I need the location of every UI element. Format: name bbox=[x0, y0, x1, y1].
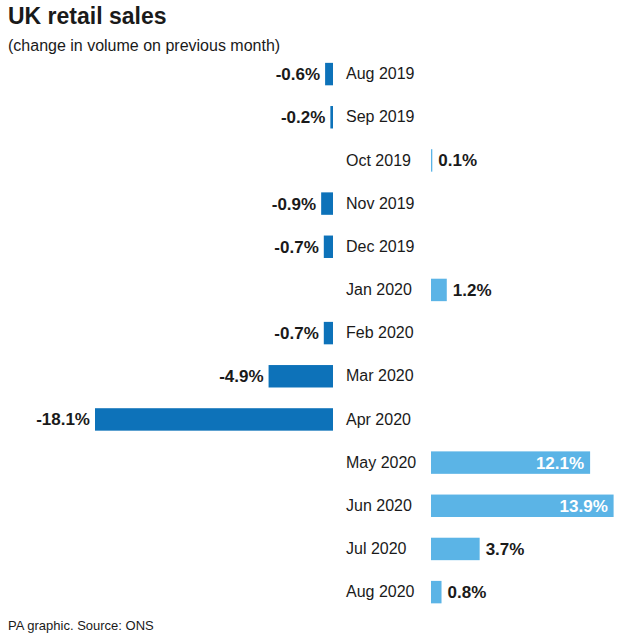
bar bbox=[269, 365, 333, 387]
tick-label: Apr 2020 bbox=[346, 411, 411, 428]
tick-label: Sep 2019 bbox=[346, 108, 415, 125]
source: PA graphic. Source: ONS bbox=[8, 618, 154, 633]
data-label: 0.1% bbox=[438, 151, 477, 170]
bar bbox=[431, 495, 614, 517]
tick-label: May 2020 bbox=[346, 454, 416, 471]
tick-label: Dec 2019 bbox=[346, 238, 415, 255]
tick-label: Jan 2020 bbox=[346, 281, 412, 298]
tick-label: Feb 2020 bbox=[346, 324, 414, 341]
tick: Feb 2020 bbox=[346, 324, 414, 341]
data-label: -4.9% bbox=[219, 367, 263, 386]
tick: Aug 2019 bbox=[346, 65, 415, 82]
data-label: 12.1% bbox=[536, 454, 584, 473]
bar bbox=[324, 322, 333, 344]
category-axis: Aug 2019 Sep 2019 Oct 2019 Nov 2019 Dec 2019… bbox=[346, 65, 416, 600]
bar bbox=[330, 106, 333, 128]
tick: May 2020 bbox=[346, 454, 416, 471]
tick: Dec 2019 bbox=[346, 238, 415, 255]
tick: Jun 2020 bbox=[346, 497, 412, 514]
tick: Nov 2019 bbox=[346, 195, 415, 212]
tick-label: Jul 2020 bbox=[346, 540, 407, 557]
title: UK retail sales bbox=[8, 3, 167, 29]
tick: Sep 2019 bbox=[346, 108, 415, 125]
data-label: -18.1% bbox=[36, 410, 90, 429]
data-label: 0.8% bbox=[448, 583, 487, 602]
tick-label: Aug 2020 bbox=[346, 583, 415, 600]
bar bbox=[431, 279, 447, 301]
bar bbox=[431, 149, 432, 171]
bar bbox=[325, 63, 333, 85]
tick-label: Jun 2020 bbox=[346, 497, 412, 514]
bar bbox=[431, 581, 442, 603]
tick: Apr 2020 bbox=[346, 411, 411, 428]
chart: UK retail sales (change in volume on prev… bbox=[0, 0, 640, 640]
tick-label: Nov 2019 bbox=[346, 195, 415, 212]
bar bbox=[431, 451, 590, 473]
bar bbox=[324, 236, 333, 258]
tick: Oct 2019 bbox=[346, 152, 411, 169]
data-labels: -0.6% -0.2% 0.1% -0.9% -0.7% 1.2% -0.7% -4.9% -1… bbox=[36, 65, 608, 602]
data-label: 13.9% bbox=[560, 497, 608, 516]
tick-label: Mar 2020 bbox=[346, 367, 414, 384]
tick: Jul 2020 bbox=[346, 540, 407, 557]
data-label: 1.2% bbox=[453, 281, 492, 300]
bar bbox=[95, 408, 333, 430]
plot-area bbox=[95, 63, 614, 603]
data-label: -0.7% bbox=[274, 238, 318, 257]
data-label: -0.2% bbox=[281, 108, 325, 127]
data-label: -0.9% bbox=[272, 195, 316, 214]
data-label: -0.7% bbox=[274, 324, 318, 343]
bar bbox=[321, 192, 333, 214]
tick: Jan 2020 bbox=[346, 281, 412, 298]
tick-label: Oct 2019 bbox=[346, 152, 411, 169]
tick-label: Aug 2019 bbox=[346, 65, 415, 82]
data-label: -0.6% bbox=[276, 65, 320, 84]
tick: Mar 2020 bbox=[346, 367, 414, 384]
data-label: 3.7% bbox=[486, 540, 525, 559]
bar bbox=[431, 538, 480, 560]
tick: Aug 2020 bbox=[346, 583, 415, 600]
subtitle: (change in volume on previous month) bbox=[8, 37, 280, 54]
